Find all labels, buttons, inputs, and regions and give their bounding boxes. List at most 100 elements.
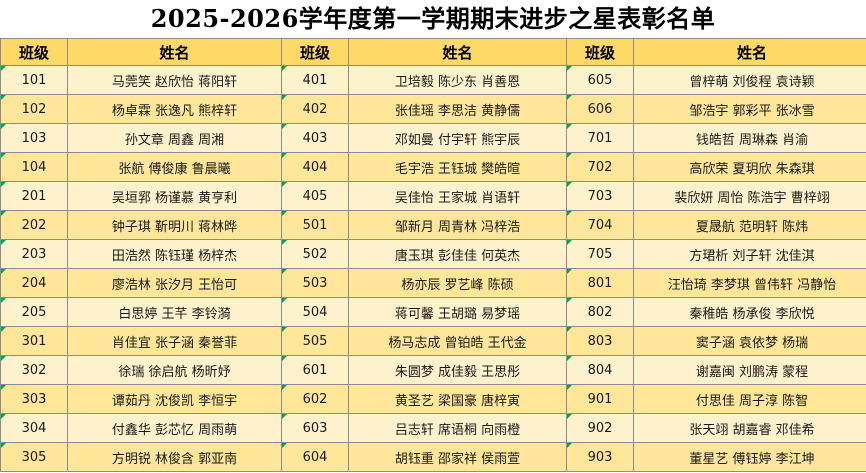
- table-row: 301 肖佳宜 张子涵 秦誉菲 505 杨马志成 曾铂皓 王代金 803 窦子涵 袁依梦 …: [0, 326, 866, 356]
- class-cell[interactable]: 505: [281, 326, 349, 356]
- class-cell[interactable]: 802: [566, 297, 634, 327]
- class-cell[interactable]: 604: [281, 442, 349, 472]
- class-cell[interactable]: 202: [0, 210, 68, 240]
- class-cell[interactable]: 903: [566, 442, 634, 472]
- names-cell[interactable]: 钱皓哲 周琳森 肖渝: [633, 123, 866, 153]
- table-row: 205 白思婷 王芊 李铃漪 504 蒋可馨 王胡璐 易梦瑶 802 秦稚皓 杨承俊 李欣…: [0, 297, 866, 327]
- names-cell[interactable]: 马莞笑 赵欣怡 蒋阳轩: [67, 65, 282, 95]
- names-cell[interactable]: 廖浩林 张汐月 王怡可: [67, 268, 282, 298]
- table-row: 104 张航 傅俊康 鲁晨曦 404 毛宇浩 王钰城 樊皓暄 702 高欣荣 夏玥欣 朱森…: [0, 152, 866, 182]
- names-cell[interactable]: 唐玉琪 彭佳佳 何英杰: [348, 239, 567, 269]
- class-cell[interactable]: 205: [0, 297, 68, 327]
- names-cell[interactable]: 蒋可馨 王胡璐 易梦瑶: [348, 297, 567, 327]
- class-cell[interactable]: 605: [566, 65, 634, 95]
- sheet-title: 2025-2026学年度第一学期期末进步之星表彰名单: [0, 0, 866, 39]
- names-cell[interactable]: 窦子涵 袁依梦 杨瑞: [633, 326, 866, 356]
- names-cell[interactable]: 张天翊 胡嘉睿 邓佳希: [633, 413, 866, 443]
- names-cell[interactable]: 田浩然 陈钰瑾 杨梓杰: [67, 239, 282, 269]
- names-cell[interactable]: 秦稚皓 杨承俊 李欣悦: [633, 297, 866, 327]
- class-cell[interactable]: 701: [566, 123, 634, 153]
- names-cell[interactable]: 汪怡琦 李梦琪 曾伟轩 冯静怡: [633, 268, 866, 298]
- names-cell[interactable]: 白思婷 王芊 李铃漪: [67, 297, 282, 327]
- names-cell[interactable]: 吕志轩 席语桐 向雨橙: [348, 413, 567, 443]
- table-row: 302 徐瑞 徐启航 杨昕妤 601 朱圆梦 成佳毅 王思彤 804 谢嘉闽 刘鹏涛 蒙程: [0, 355, 866, 385]
- class-cell[interactable]: 501: [281, 210, 349, 240]
- class-cell[interactable]: 403: [281, 123, 349, 153]
- names-cell[interactable]: 曾梓萌 刘俊程 袁诗颖: [633, 65, 866, 95]
- class-cell[interactable]: 301: [0, 326, 68, 356]
- class-cell[interactable]: 104: [0, 152, 68, 182]
- class-cell[interactable]: 404: [281, 152, 349, 182]
- names-cell[interactable]: 毛宇浩 王钰城 樊皓暄: [348, 152, 567, 182]
- header-names-2[interactable]: 姓名: [348, 38, 567, 66]
- names-cell[interactable]: 徐瑞 徐启航 杨昕妤: [67, 355, 282, 385]
- names-cell[interactable]: 朱圆梦 成佳毅 王思彤: [348, 355, 567, 385]
- names-cell[interactable]: 卫培毅 陈少东 肖善恩: [348, 65, 567, 95]
- class-cell[interactable]: 504: [281, 297, 349, 327]
- class-cell[interactable]: 101: [0, 65, 68, 95]
- class-cell[interactable]: 302: [0, 355, 68, 385]
- class-cell[interactable]: 303: [0, 384, 68, 414]
- header-class-2[interactable]: 班级: [281, 38, 349, 66]
- names-cell[interactable]: 付鑫华 彭芯忆 周雨萌: [67, 413, 282, 443]
- names-cell[interactable]: 黄圣艺 梁国豪 唐梓寅: [348, 384, 567, 414]
- names-cell[interactable]: 杨马志成 曾铂皓 王代金: [348, 326, 567, 356]
- class-cell[interactable]: 705: [566, 239, 634, 269]
- header-class-1[interactable]: 班级: [0, 38, 68, 66]
- class-cell[interactable]: 606: [566, 94, 634, 124]
- names-cell[interactable]: 张佳瑶 李思洁 黄静儒: [348, 94, 567, 124]
- names-cell[interactable]: 付思佳 周子淳 陈智: [633, 384, 866, 414]
- class-cell[interactable]: 602: [281, 384, 349, 414]
- names-cell[interactable]: 胡钰重 邵家祥 侯雨萱: [348, 442, 567, 472]
- header-names-3[interactable]: 姓名: [633, 38, 866, 66]
- class-cell[interactable]: 902: [566, 413, 634, 443]
- class-cell[interactable]: 203: [0, 239, 68, 269]
- class-cell[interactable]: 901: [566, 384, 634, 414]
- names-cell[interactable]: 邓如曼 付宇轩 熊宇辰: [348, 123, 567, 153]
- names-cell[interactable]: 孙文章 周鑫 周湘: [67, 123, 282, 153]
- class-cell[interactable]: 803: [566, 326, 634, 356]
- class-cell[interactable]: 804: [566, 355, 634, 385]
- table-row: 102 杨卓霖 张逸凡 熊梓轩 402 张佳瑶 李思洁 黄静儒 606 邹浩宇 郭彩平 张…: [0, 94, 866, 124]
- table-row: 201 吴垣郛 杨谨慕 黄亨利 405 吴佳怡 王家城 肖语轩 703 裴欣妍 周怡 陈浩…: [0, 181, 866, 211]
- names-cell[interactable]: 钟子琪 靳明川 蒋林晔: [67, 210, 282, 240]
- names-cell[interactable]: 裴欣妍 周怡 陈浩宇 曹梓翊: [633, 181, 866, 211]
- class-cell[interactable]: 703: [566, 181, 634, 211]
- class-cell[interactable]: 603: [281, 413, 349, 443]
- table-row: 304 付鑫华 彭芯忆 周雨萌 603 吕志轩 席语桐 向雨橙 902 张天翊 胡嘉睿 邓…: [0, 413, 866, 443]
- class-cell[interactable]: 401: [281, 65, 349, 95]
- names-cell[interactable]: 张航 傅俊康 鲁晨曦: [67, 152, 282, 182]
- class-cell[interactable]: 801: [566, 268, 634, 298]
- class-cell[interactable]: 103: [0, 123, 68, 153]
- names-cell[interactable]: 邹浩宇 郭彩平 张冰雪: [633, 94, 866, 124]
- names-cell[interactable]: 谢嘉闽 刘鹏涛 蒙程: [633, 355, 866, 385]
- class-cell[interactable]: 102: [0, 94, 68, 124]
- names-cell[interactable]: 吴垣郛 杨谨慕 黄亨利: [67, 181, 282, 211]
- names-cell[interactable]: 高欣荣 夏玥欣 朱森琪: [633, 152, 866, 182]
- names-cell[interactable]: 吴佳怡 王家城 肖语轩: [348, 181, 567, 211]
- class-cell[interactable]: 503: [281, 268, 349, 298]
- class-cell[interactable]: 305: [0, 442, 68, 472]
- header-names-1[interactable]: 姓名: [67, 38, 282, 66]
- names-cell[interactable]: 董星艺 傅钰婷 李江坤: [633, 442, 866, 472]
- class-cell[interactable]: 702: [566, 152, 634, 182]
- class-cell[interactable]: 402: [281, 94, 349, 124]
- class-cell[interactable]: 304: [0, 413, 68, 443]
- class-cell[interactable]: 704: [566, 210, 634, 240]
- names-cell[interactable]: 方明锐 林俊含 郭亚南: [67, 442, 282, 472]
- names-cell[interactable]: 方珺析 刘子轩 沈佳淇: [633, 239, 866, 269]
- names-cell[interactable]: 杨卓霖 张逸凡 熊梓轩: [67, 94, 282, 124]
- names-cell[interactable]: 邹新月 周青林 冯梓浩: [348, 210, 567, 240]
- class-cell[interactable]: 502: [281, 239, 349, 269]
- table-row: 305 方明锐 林俊含 郭亚南 604 胡钰重 邵家祥 侯雨萱 903 董星艺 傅钰婷 李…: [0, 442, 866, 472]
- class-cell[interactable]: 601: [281, 355, 349, 385]
- names-cell[interactable]: 夏晟航 范明轩 陈炜: [633, 210, 866, 240]
- header-class-3[interactable]: 班级: [566, 38, 634, 66]
- names-cell[interactable]: 杨亦辰 罗艺峰 陈硕: [348, 268, 567, 298]
- class-cell[interactable]: 201: [0, 181, 68, 211]
- class-cell[interactable]: 405: [281, 181, 349, 211]
- names-cell[interactable]: 谭茹丹 沈俊凯 李恒宇: [67, 384, 282, 414]
- names-cell[interactable]: 肖佳宜 张子涵 秦誉菲: [67, 326, 282, 356]
- table-row: 103 孙文章 周鑫 周湘 403 邓如曼 付宇轩 熊宇辰 701 钱皓哲 周琳森 肖渝: [0, 123, 866, 153]
- class-cell[interactable]: 204: [0, 268, 68, 298]
